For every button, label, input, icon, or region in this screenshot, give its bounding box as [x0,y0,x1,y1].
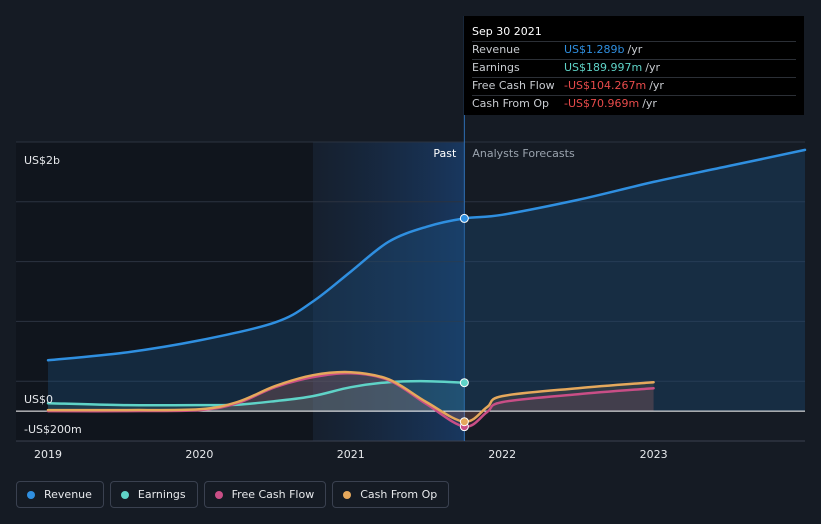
legend-item-free-cash-flow[interactable]: Free Cash Flow [203,481,327,508]
y-tick-label: US$0 [24,393,53,406]
tooltip-row-revenue: Revenue US$1.289b /yr [472,41,796,59]
y-tick-label: -US$200m [24,423,82,436]
series-area [48,373,654,427]
legend-dot-icon [214,490,223,499]
tooltip-date: Sep 30 2021 [472,25,542,38]
legend-label: Revenue [44,488,92,501]
tooltip-unit: /yr [642,97,657,110]
legend-item-earnings[interactable]: Earnings [109,481,198,508]
legend-label: Cash From Op [360,488,438,501]
tooltip-row-cash-from-op: Cash From Op -US$70.969m /yr [472,95,796,113]
tooltip-unit: /yr [645,61,660,74]
tooltip-row-earnings: Earnings US$189.997m /yr [472,59,796,77]
tooltip-label: Cash From Op [472,97,550,110]
highlight-marker [459,378,469,388]
revenue-area [48,149,805,412]
y-tick-label: US$2b [24,154,60,167]
x-tick-label: 2023 [640,448,668,461]
forecast-label: Analysts Forecasts [472,147,575,160]
financial-chart: US$2b US$0 -US$200m 2019 2020 2021 2022 2023 Pas… [16,16,807,461]
x-tick-label: 2022 [488,448,516,461]
tooltip-label: Free Cash Flow [472,79,555,92]
legend: Revenue Earnings Free Cash Flow Cash Fro… [16,481,450,508]
x-tick-label: 2021 [337,448,365,461]
earnings-line [46,379,466,407]
highlight-marker [459,417,469,427]
legend-item-revenue[interactable]: Revenue [16,481,104,508]
highlight-marker [459,213,469,223]
tooltip-value: -US$104.267m [564,79,647,92]
legend-item-cash-from-op[interactable]: Cash From Op [332,481,450,508]
tooltip-value: US$1.289b [564,43,625,56]
revenue-line [46,148,807,362]
x-tick-label: 2020 [185,448,213,461]
tooltip-unit: /yr [649,79,664,92]
tooltip-row-free-cash-flow: Free Cash Flow -US$104.267m /yr [472,77,796,95]
past-label: Past [433,147,457,160]
legend-label: Free Cash Flow [231,488,315,501]
legend-dot-icon [343,490,352,499]
legend-dot-icon [120,490,129,499]
tooltip-label: Earnings [472,61,520,74]
legend-dot-icon [27,490,35,499]
cash-from-op-line [46,370,655,423]
tooltip-label: Revenue [472,43,520,56]
series-area [48,381,465,412]
x-tick-label: 2019 [34,448,62,461]
legend-label: Earnings [137,488,186,501]
tooltip-unit: /yr [627,43,643,56]
tooltip-value: -US$70.969m [564,97,640,110]
tooltip-value: US$189.997m [564,61,643,74]
tooltip: Sep 30 2021 Revenue US$1.289b /yr Earnin… [464,16,804,115]
